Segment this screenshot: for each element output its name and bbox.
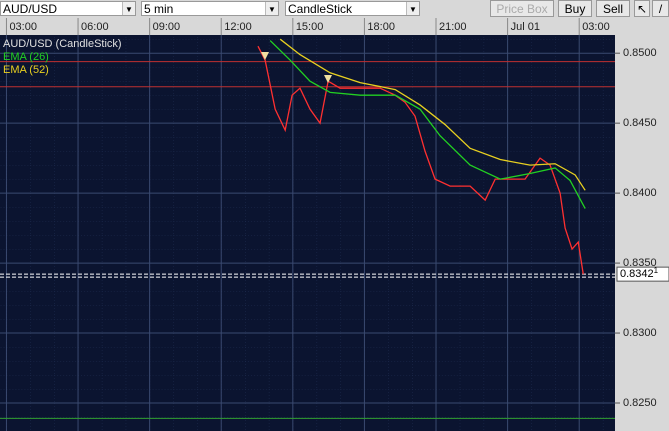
x-tick-label: 12:00	[224, 21, 252, 33]
chart: 03:00 06:00 09:00 12:00 15:00 18:00 21:00 Jul 0…	[0, 18, 669, 431]
y-tick-label: 0.8500	[623, 47, 657, 59]
legend-entry: EMA (52)	[3, 64, 49, 76]
symbol: AUD/USD	[3, 2, 58, 16]
x-tick-label: 06:00	[81, 21, 109, 33]
y-tick-label: 0.8350	[623, 257, 657, 269]
tool-button[interactable]: ↖	[634, 0, 650, 17]
interval-select[interactable]: 5 min ▼	[141, 1, 279, 16]
tool-button[interactable]: /	[652, 0, 669, 17]
current-price-label: 0.83421	[620, 266, 659, 280]
buy-button[interactable]: Buy	[558, 0, 592, 17]
x-tick-label: 21:00	[439, 21, 467, 33]
y-tick-label: 0.8450	[623, 117, 657, 129]
x-tick-label: 18:00	[367, 21, 395, 33]
symbol-select[interactable]: AUD/USD ▼	[0, 1, 136, 16]
sell-button[interactable]: Sell	[596, 0, 630, 17]
y-tick-label: 0.8250	[623, 397, 657, 409]
price-tag	[616, 266, 669, 282]
minor-grid	[0, 35, 615, 431]
x-tick-label: 09:00	[153, 21, 181, 33]
x-tick-label: Jul 01	[511, 21, 540, 33]
trade-marker	[324, 75, 332, 83]
series-line	[279, 38, 586, 191]
price: 0.8342	[620, 268, 654, 280]
price-bar	[615, 18, 669, 431]
price-box-button[interactable]: Price Box	[490, 0, 554, 17]
interval: 5 min	[144, 2, 174, 16]
x-tick-label: 03:00	[9, 21, 37, 33]
pip: 1	[654, 266, 659, 275]
legend-entry: AUD/USD (CandleStick)	[3, 38, 122, 50]
time-bar	[0, 18, 615, 35]
chart-style: CandleStick	[288, 2, 353, 16]
y-tick-label: 0.8300	[623, 327, 657, 339]
series-line	[257, 45, 584, 275]
trade-marker	[261, 52, 269, 60]
x-tick-label: 15:00	[296, 21, 324, 33]
y-tick-label: 0.8400	[623, 187, 657, 199]
series-line	[269, 40, 586, 209]
toolbar: AUD/USD ▼ 5 min ▼ CandleStick ▼ Price Box B…	[0, 0, 669, 19]
style-select[interactable]: CandleStick ▼	[285, 1, 420, 16]
legend-entry: EMA (26)	[3, 51, 49, 63]
x-tick-label: 03:00	[582, 21, 610, 33]
